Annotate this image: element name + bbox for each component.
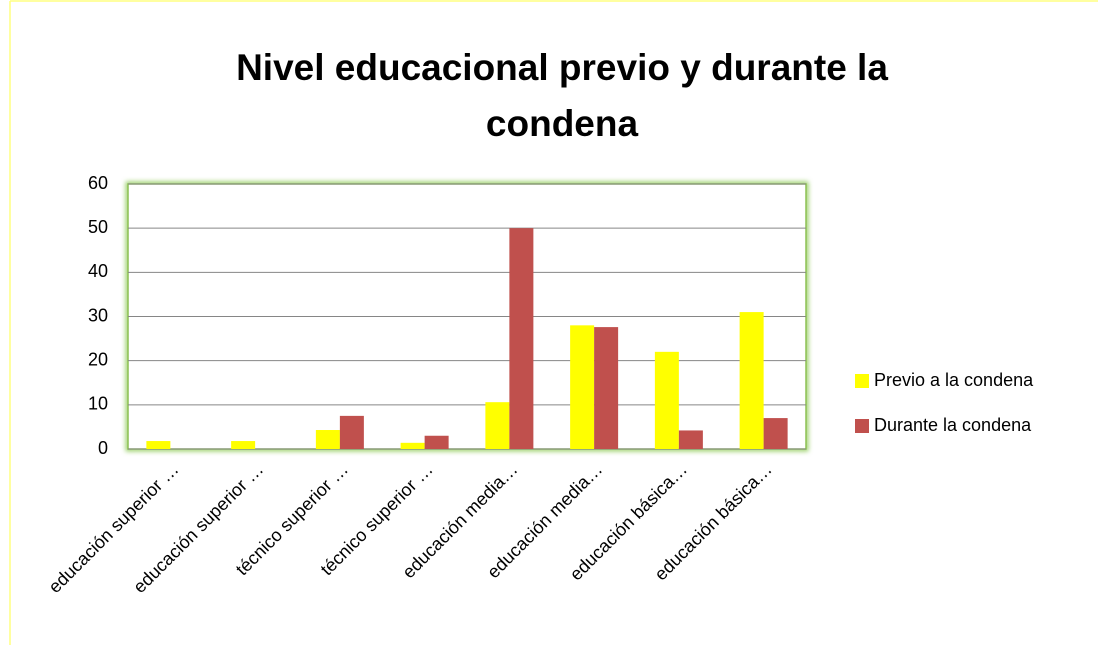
legend-label: Previo a la condena [874, 370, 1034, 390]
y-tick-label: 30 [88, 305, 108, 325]
bar [146, 441, 171, 449]
bar [654, 351, 679, 449]
bar [594, 327, 619, 449]
bar [678, 430, 703, 449]
bar [315, 430, 340, 449]
bar [231, 441, 256, 449]
y-tick-label: 20 [88, 349, 108, 369]
bar [509, 228, 534, 449]
y-tick-label: 50 [88, 217, 108, 237]
bar [570, 325, 595, 449]
bar [485, 402, 510, 449]
legend-swatch [855, 419, 869, 433]
y-tick-label: 10 [88, 394, 108, 414]
bar [400, 442, 425, 449]
bar [424, 435, 449, 449]
bar [339, 415, 364, 449]
bar [763, 418, 788, 449]
legend-swatch [855, 374, 869, 388]
y-tick-label: 40 [88, 261, 108, 281]
y-tick-label: 0 [98, 438, 108, 458]
bar [739, 312, 764, 449]
legend-label: Durante la condena [874, 415, 1032, 435]
y-tick-label: 60 [88, 173, 108, 193]
chart-title: Nivel educacional previo y durante la co… [236, 47, 888, 144]
